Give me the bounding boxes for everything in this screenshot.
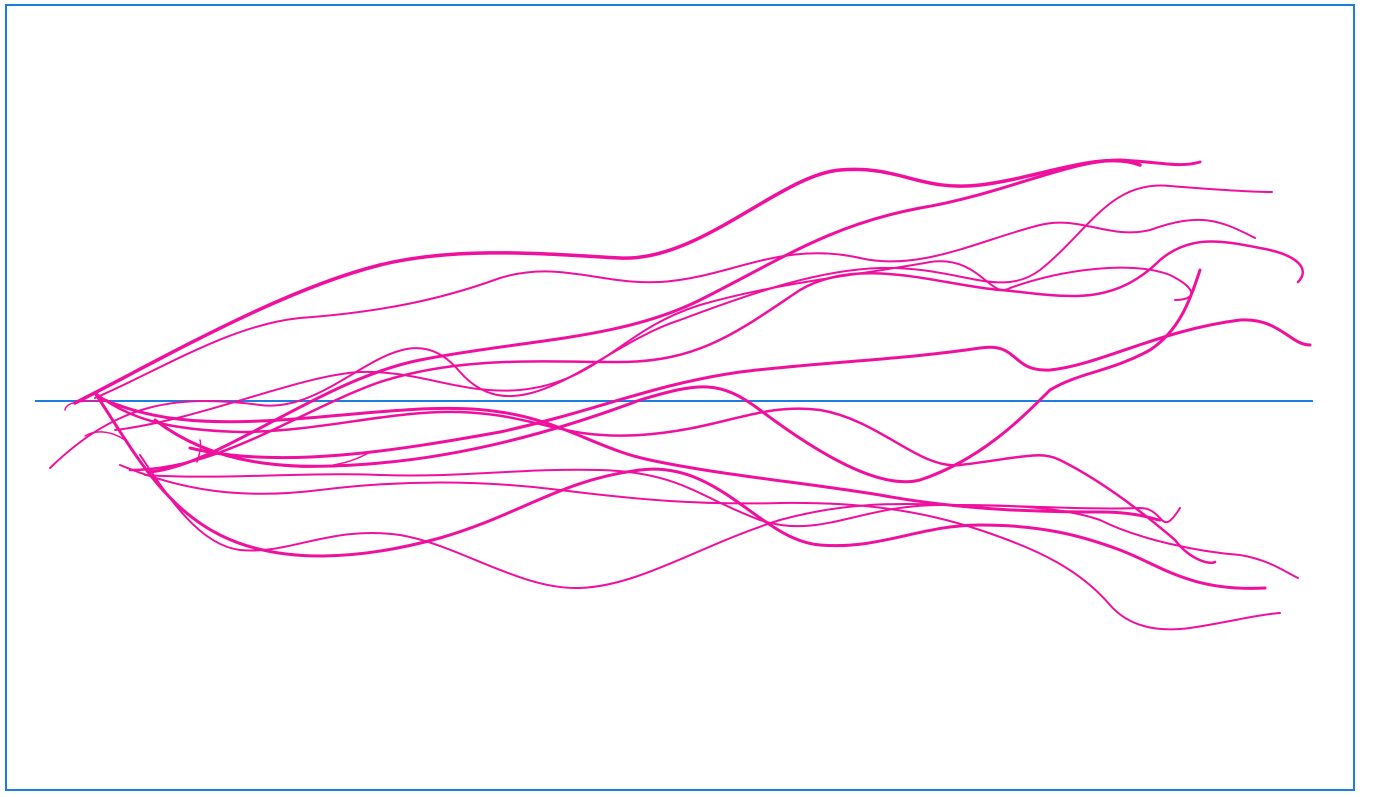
pink-stroke — [64, 400, 111, 411]
pink-stroke — [128, 240, 1304, 472]
pink-stroke — [254, 451, 371, 468]
pink-stroke — [188, 318, 1312, 460]
pink-stroke — [98, 396, 1162, 522]
pink-stroke — [153, 268, 1202, 484]
pink-stroke — [49, 184, 1273, 469]
pink-stroke — [144, 468, 1181, 528]
pink-stroke — [93, 391, 1217, 564]
pink-stroke — [119, 464, 1281, 631]
pink-stroke — [84, 431, 126, 441]
pink-stroke — [93, 391, 1267, 590]
stroke-group — [49, 158, 1312, 631]
pink-stroke — [148, 158, 1202, 474]
pink-stroke — [114, 260, 1193, 431]
canvas-frame — [5, 4, 1355, 791]
pink-stroke — [139, 454, 1299, 590]
pink-stroke — [196, 439, 202, 463]
pink-stroke — [73, 158, 1142, 405]
pink-stroke — [94, 218, 1256, 399]
